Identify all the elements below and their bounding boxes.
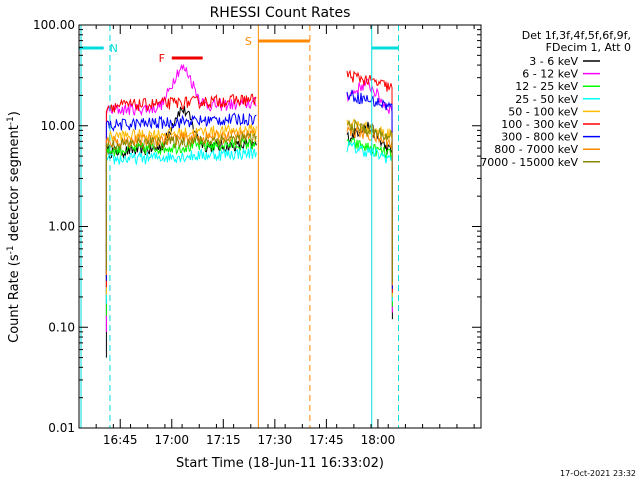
legend-label: 800 - 7000 keV [494, 143, 578, 156]
legend-header-line2: FDecim 1, Att 0 [546, 41, 631, 54]
y-tick-label: 10.00 [41, 119, 75, 133]
series-line-25-50keV [105, 146, 257, 304]
series-line-12-25keV [346, 138, 393, 307]
legend: Det 1f,3f,4f,5f,6f,9f, FDecim 1, Att 0 3… [480, 29, 631, 169]
y-tick-label: 100.00 [33, 18, 75, 32]
series-line-6-12keV [346, 78, 393, 313]
y-tick-label: 0.01 [48, 421, 75, 435]
series-line-6-12keV [105, 63, 257, 332]
axes: 100.00 10.00 1.00 0.10 0.01 16:45 17:00 17:15 17… [33, 18, 481, 447]
x-tick-label: 17:15 [206, 433, 241, 447]
y-axis-label-pre: Count Rate (s [7, 254, 22, 343]
series-line-300-800keV [105, 112, 257, 281]
x-axis-label: Start Time (18-Jun-11 16:33:02) [176, 456, 384, 471]
legend-label: 12 - 25 keV [515, 80, 578, 93]
legend-header-line1: Det 1f,3f,4f,5f,6f,9f, [522, 29, 631, 42]
x-tick-label: 16:45 [103, 433, 138, 447]
plot-marks: N F S [79, 25, 400, 428]
series-line-300-800keV [346, 89, 393, 289]
legend-label: 6 - 12 keV [522, 68, 578, 81]
series-line-7000-15000keV [346, 119, 393, 283]
marker-label: F [159, 52, 165, 65]
legend-label: 300 - 800 keV [501, 131, 578, 144]
legend-label: 3 - 6 keV [529, 55, 578, 68]
legend-label: 7000 - 15000 keV [480, 156, 578, 169]
y-axis-label-post: detector segment [7, 125, 22, 245]
y-axis-label-end: ) [7, 111, 22, 116]
x-tick-label: 18:00 [361, 433, 396, 447]
y-tick-label: 0.10 [48, 320, 75, 334]
legend-label: 25 - 50 keV [515, 93, 578, 106]
footer-timestamp: 17-Oct-2021 23:32 [560, 469, 636, 478]
y-tick-label: 1.00 [48, 220, 75, 234]
series-line-100-300keV [346, 69, 393, 293]
x-tick-label: 17:00 [154, 433, 189, 447]
legend-label: 100 - 300 keV [501, 118, 578, 131]
y-axis-label: Count Rate (s-1 detector segment-1) [6, 111, 22, 343]
x-tick-label: 17:45 [309, 433, 344, 447]
marker-label: S [245, 35, 252, 48]
legend-label: 50 - 100 keV [508, 105, 578, 118]
series-line-25-50keV [346, 139, 393, 302]
x-tick-label: 17:30 [258, 433, 293, 447]
y-axis-label-sup2: -1 [6, 116, 16, 125]
y-axis-label-sup: -1 [6, 245, 16, 254]
series-line-100-300keV [105, 93, 257, 288]
marker-label: N [110, 42, 118, 55]
series-line-12-25keV [105, 137, 257, 316]
series-line-7000-15000keV [105, 132, 257, 270]
plot-frame [78, 24, 482, 429]
chart-title: RHESSI Count Rates [210, 5, 351, 21]
